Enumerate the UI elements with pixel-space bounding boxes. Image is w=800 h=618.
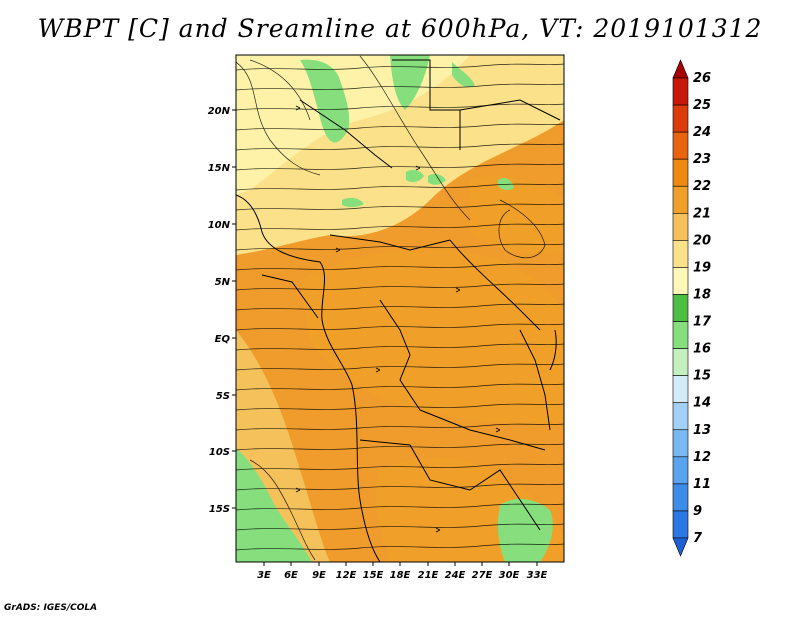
map-title: WBPT [C] and Sreamline at 600hPa, VT: 20… xyxy=(37,14,763,43)
lat-label-10n: 10N xyxy=(208,220,231,231)
colorbar-label: 20 xyxy=(693,233,711,248)
colorbar-box xyxy=(672,510,689,539)
latitude-axis: 20N 15N 10N 5N EQ 5S 10S 15S xyxy=(208,106,236,515)
lon-label-30e: 30E xyxy=(499,570,520,581)
lat-label-eq: EQ xyxy=(215,334,231,345)
lon-label-33e: 33E xyxy=(527,570,548,581)
longitude-axis: 3E 6E 9E 12E 15E 18E 21E 24E 27E 30E 33E xyxy=(257,562,548,581)
lat-label-15n: 15N xyxy=(208,163,231,174)
colorbar-label: 14 xyxy=(693,396,711,411)
colorbar-box xyxy=(672,158,689,187)
colorbar-label: 11 xyxy=(693,477,711,492)
lat-label-10s: 10S xyxy=(209,447,230,458)
colorbar-box xyxy=(672,240,689,268)
lon-label-21e: 21E xyxy=(418,570,439,581)
colorbar-label: 26 xyxy=(693,71,711,86)
colorbar-label: 22 xyxy=(693,179,711,194)
grads-credit: GrADS: IGES/COLA xyxy=(4,603,98,613)
wbpt-shaded-field xyxy=(236,55,564,562)
lat-label-15s: 15S xyxy=(209,504,230,515)
colorbar-label: 9 xyxy=(693,504,702,519)
colorbar-top-triangle xyxy=(672,59,689,79)
colorbar-label: 16 xyxy=(693,342,711,357)
colorbar-label: 24 xyxy=(693,125,711,140)
colorbar-box xyxy=(672,483,689,512)
colorbar-box xyxy=(672,131,689,160)
lon-label-3e: 3E xyxy=(257,570,271,581)
colorbar-label: 12 xyxy=(693,450,711,465)
lat-label-20n: 20N xyxy=(208,106,231,117)
lon-label-12e: 12E xyxy=(336,570,357,581)
colorbar-label: 21 xyxy=(693,206,711,221)
lon-label-15e: 15E xyxy=(363,570,384,581)
lon-label-9e: 9E xyxy=(312,570,326,581)
colorbar-box xyxy=(672,375,689,404)
lon-label-24e: 24E xyxy=(445,570,466,581)
lon-label-18e: 18E xyxy=(390,570,411,581)
lat-label-5s: 5S xyxy=(216,391,230,402)
colorbar-box xyxy=(672,267,689,295)
colorbar-box xyxy=(672,294,689,322)
colorbar-label: 17 xyxy=(693,315,712,330)
colorbar: 26 25 24 23 22 21 20 19 18 17 16 15 14 13 12 11 9 7 xyxy=(672,59,712,557)
colorbar-box xyxy=(672,348,689,376)
colorbar-bottom-triangle xyxy=(672,537,689,557)
colorbar-label: 23 xyxy=(693,152,711,167)
colorbar-box xyxy=(672,402,689,431)
colorbar-box xyxy=(672,104,689,133)
lon-label-6e: 6E xyxy=(284,570,298,581)
colorbar-label: 25 xyxy=(693,98,711,113)
colorbar-box xyxy=(672,185,689,214)
colorbar-label: 19 xyxy=(693,260,711,275)
colorbar-label: 13 xyxy=(693,423,711,438)
lat-label-5n: 5N xyxy=(215,277,231,288)
lon-label-27e: 27E xyxy=(472,570,493,581)
colorbar-label: 15 xyxy=(693,369,711,384)
colorbar-box xyxy=(672,77,689,106)
colorbar-label: 18 xyxy=(693,287,711,302)
colorbar-label: 7 xyxy=(693,531,703,546)
colorbar-box xyxy=(672,321,689,349)
colorbar-box xyxy=(672,456,689,485)
colorbar-box xyxy=(672,429,689,458)
colorbar-box xyxy=(672,212,689,241)
